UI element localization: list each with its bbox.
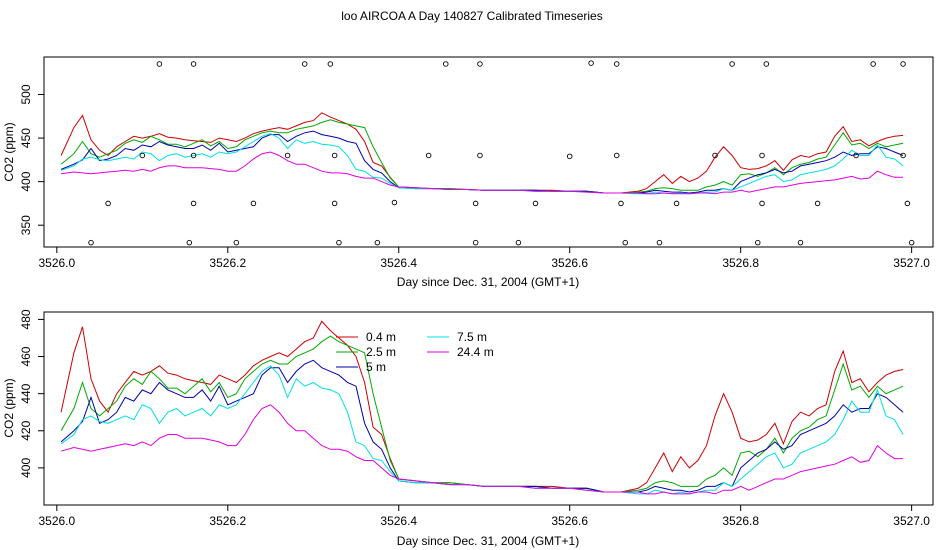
panel-bottom-ylabel: CO2 (ppm)	[2, 378, 16, 437]
calibration-point	[729, 61, 735, 67]
bottom-xtick-label: 3526.6	[551, 514, 588, 528]
panel-bottom-frame	[43, 311, 934, 506]
top-ytick-label: 450	[19, 128, 33, 148]
top-xtick-label: 3526.2	[209, 256, 246, 270]
calibration-point	[755, 239, 761, 246]
calibration-point	[284, 152, 291, 159]
calibration-point	[472, 239, 479, 246]
panel-top-frame	[43, 56, 934, 248]
top-ytick-label: 500	[19, 84, 33, 104]
calibration-point	[900, 61, 906, 67]
legend: 0.4 m2.5 m5 m 7.5 m24.4 m	[336, 330, 494, 374]
panel-top: 3526.0 3526.2 3526.4 3526.6 3526.8 3527.0 350…	[2, 56, 934, 289]
calibration-point	[853, 152, 859, 159]
bottom-ytick-label: 460	[19, 346, 33, 366]
legend-label: 24.4 m	[457, 345, 494, 359]
calibration-point	[139, 152, 146, 159]
calibration-point	[477, 61, 483, 67]
calibration-point	[105, 200, 111, 207]
panel-top-xlabel: Day since Dec. 31, 2004 (GMT+1)	[397, 275, 579, 289]
top-series-line-2-5-m	[60, 119, 904, 194]
calibration-point	[566, 153, 573, 160]
calibration-point	[613, 61, 620, 67]
calibration-point	[673, 200, 680, 207]
calibration-point	[759, 152, 765, 159]
calibration-point	[900, 152, 906, 159]
bottom-xtick-label: 3526.0	[38, 514, 75, 528]
calibration-point	[908, 239, 915, 246]
bottom-ytick-label: 420	[19, 420, 33, 440]
calibration-point	[613, 152, 620, 159]
bottom-xtick-label: 3526.2	[209, 514, 246, 528]
top-series-line-7-5-m	[60, 133, 904, 195]
calibration-point	[477, 152, 483, 159]
top-xtick-label: 3526.8	[722, 256, 759, 270]
top-xtick-label: 3526.6	[551, 256, 588, 270]
panel-bottom-xlabel: Day since Dec. 31, 2004 (GMT+1)	[397, 534, 579, 548]
calibration-point	[797, 239, 804, 246]
top-series-line-0-4-m	[60, 112, 904, 194]
calibration-point	[190, 200, 197, 207]
calibration-point	[391, 199, 398, 206]
calibration-point	[904, 200, 911, 207]
calibration-point	[331, 152, 338, 159]
bottom-series-line-7-5-m	[60, 365, 904, 495]
top-ytick-label: 350	[19, 215, 33, 235]
top-xtick-label: 3526.4	[380, 256, 417, 270]
calibration-point	[656, 239, 663, 246]
calibration-point	[186, 239, 193, 246]
calibration-point	[712, 152, 718, 159]
chart-title: loo AIRCOA A Day 140827 Calibrated Times…	[341, 9, 602, 23]
calibration-point	[759, 200, 765, 207]
calibration-point	[618, 200, 624, 207]
bottom-xtick-label: 3526.8	[722, 514, 759, 528]
legend-label: 2.5 m	[366, 345, 396, 359]
calibration-point	[301, 61, 308, 67]
bottom-series-line-5-m	[60, 359, 904, 493]
calibration-point	[331, 200, 338, 207]
legend-label: 0.4 m	[366, 330, 396, 344]
top-ytick-label: 400	[19, 171, 33, 191]
calibration-point	[336, 239, 342, 246]
calibration-point	[156, 61, 163, 67]
calibration-point	[233, 239, 240, 246]
calibration-point	[588, 60, 594, 66]
bottom-xtick-label: 3527.0	[893, 514, 930, 528]
calibration-point	[327, 61, 334, 67]
calibration-point	[532, 200, 539, 207]
panel-bottom: 3526.0 3526.2 3526.4 3526.6 3526.8 3527.0 400…	[2, 309, 934, 548]
calibration-point	[622, 239, 629, 246]
calibration-point	[425, 152, 432, 159]
top-series-line-24-4-m	[61, 151, 904, 195]
calibration-point	[814, 200, 821, 207]
bottom-ytick-label: 440	[19, 383, 33, 403]
calibration-point	[190, 152, 197, 159]
calibration-point	[190, 61, 197, 67]
bottom-ytick-label: 400	[19, 458, 33, 478]
bottom-ytick-label: 480	[19, 309, 33, 329]
top-xtick-label: 3526.0	[38, 256, 75, 270]
bottom-series-line-2-5-m	[60, 335, 904, 493]
calibration-point	[472, 200, 479, 207]
calibration-point	[763, 61, 770, 67]
legend-label: 5 m	[366, 360, 386, 374]
panel-top-ylabel: CO2 (ppm)	[2, 122, 16, 181]
calibration-point	[870, 61, 876, 67]
calibration-point	[88, 239, 94, 246]
calibration-point	[443, 61, 449, 67]
calibration-point	[515, 239, 522, 246]
calibration-point	[374, 239, 381, 246]
calibration-point	[250, 200, 257, 207]
top-xtick-label: 3527.0	[893, 256, 930, 270]
legend-label: 7.5 m	[457, 330, 487, 344]
bottom-series-line-24-4-m	[60, 404, 904, 495]
bottom-xtick-label: 3526.4	[380, 514, 417, 528]
